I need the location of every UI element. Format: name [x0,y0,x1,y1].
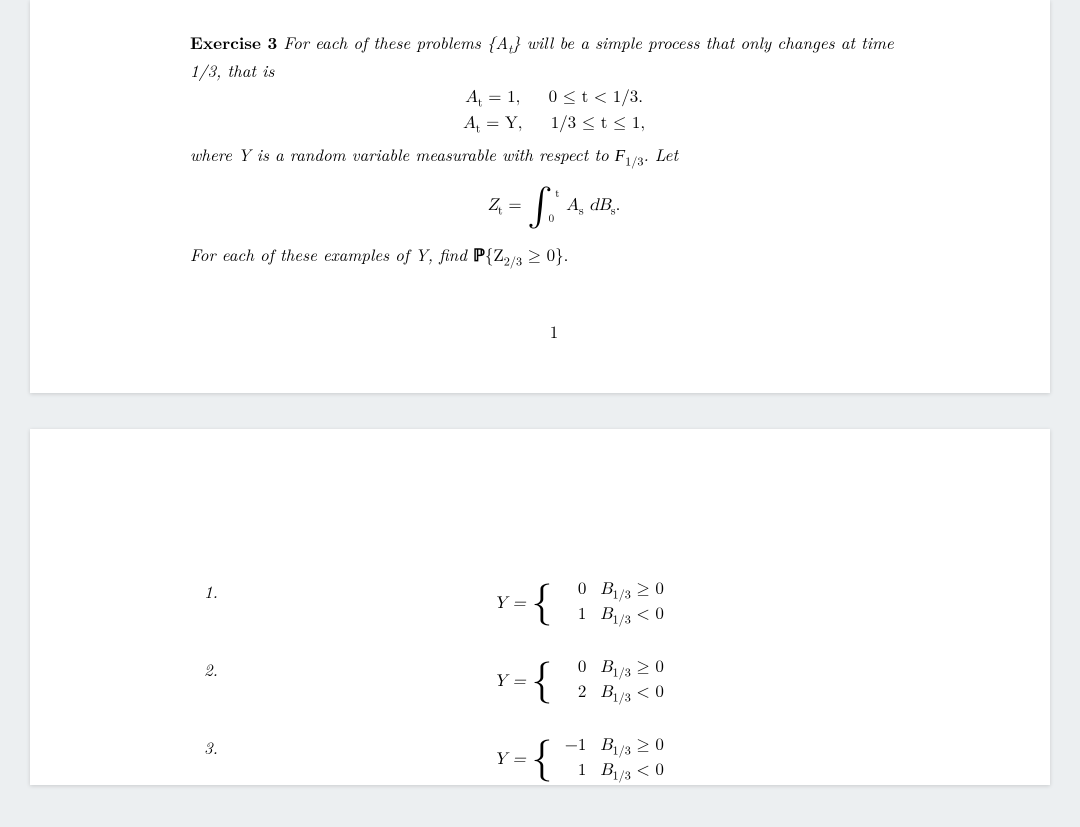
item-2-body: Y = { 0 B1/3 ≥ 0 2 [240,657,918,707]
intro-text-1: For each of these problems {A [283,30,508,54]
integral-upper: t [555,189,561,200]
page-gap [0,393,1080,429]
task-line: For each of these examples of Y, find ℙ{… [190,242,918,272]
page-top-inner: Exercise 3 For each of these problems {A… [30,0,1050,393]
equation-At-definition: At = 1, 0 ≤ t < 1/3. At = Y, 1/3 ≤ t ≤ 1… [190,87,918,138]
item-1-body: Y = { 0 B1/3 ≥ 0 1 [240,579,918,629]
list-item-2: 2. Y = { 0 B1/3 ≥ 0 [204,657,918,707]
where-clause: where Y is a random variable measurable … [190,142,918,172]
brace-icon: { [531,665,552,699]
piecewise-3: { −1 B1/3 ≥ 0 1 B1/3 < 0 [531,735,663,785]
equation-Zt: Zt = ∫ t 0 As dBs. [190,190,918,224]
exercise-intro: Exercise 3 For each of these problems {A… [190,30,918,83]
list-item-3: 3. Y = { −1 B1/3 ≥ 0 [204,735,918,785]
integral: ∫ t 0 As dBs. [527,190,620,224]
item-number: 2. [204,657,222,681]
document-stage: Exercise 3 For each of these problems {A… [0,0,1080,785]
items-list: 1. Y = { 0 B1/3 ≥ 0 [190,579,918,784]
page-top: Exercise 3 For each of these problems {A… [30,0,1050,393]
page-number: 1 [190,319,918,343]
piecewise-1: { 0 B1/3 ≥ 0 1 B1/3 < 0 [531,579,663,629]
integral-lower: 0 [549,214,555,225]
piecewise-2: { 0 B1/3 ≥ 0 2 B1/3 < 0 [531,657,663,707]
item-3-body: Y = { −1 B1/3 ≥ 0 1 [240,735,918,785]
list-item-1: 1. Y = { 0 B1/3 ≥ 0 [204,579,918,629]
eq-line-2: At = Y, 1/3 ≤ t ≤ 1, [190,113,918,138]
brace-icon: { [531,587,552,621]
eq-line-1: At = 1, 0 ≤ t < 1/3. [190,87,918,112]
page-bottom-inner: 1. Y = { 0 B1/3 ≥ 0 [30,429,1050,784]
exercise-label: Exercise 3 [190,31,277,55]
item-number: 1. [204,579,222,603]
page-bottom: 1. Y = { 0 B1/3 ≥ 0 [30,429,1050,784]
item-number: 3. [204,735,222,759]
brace-icon: { [531,743,552,777]
